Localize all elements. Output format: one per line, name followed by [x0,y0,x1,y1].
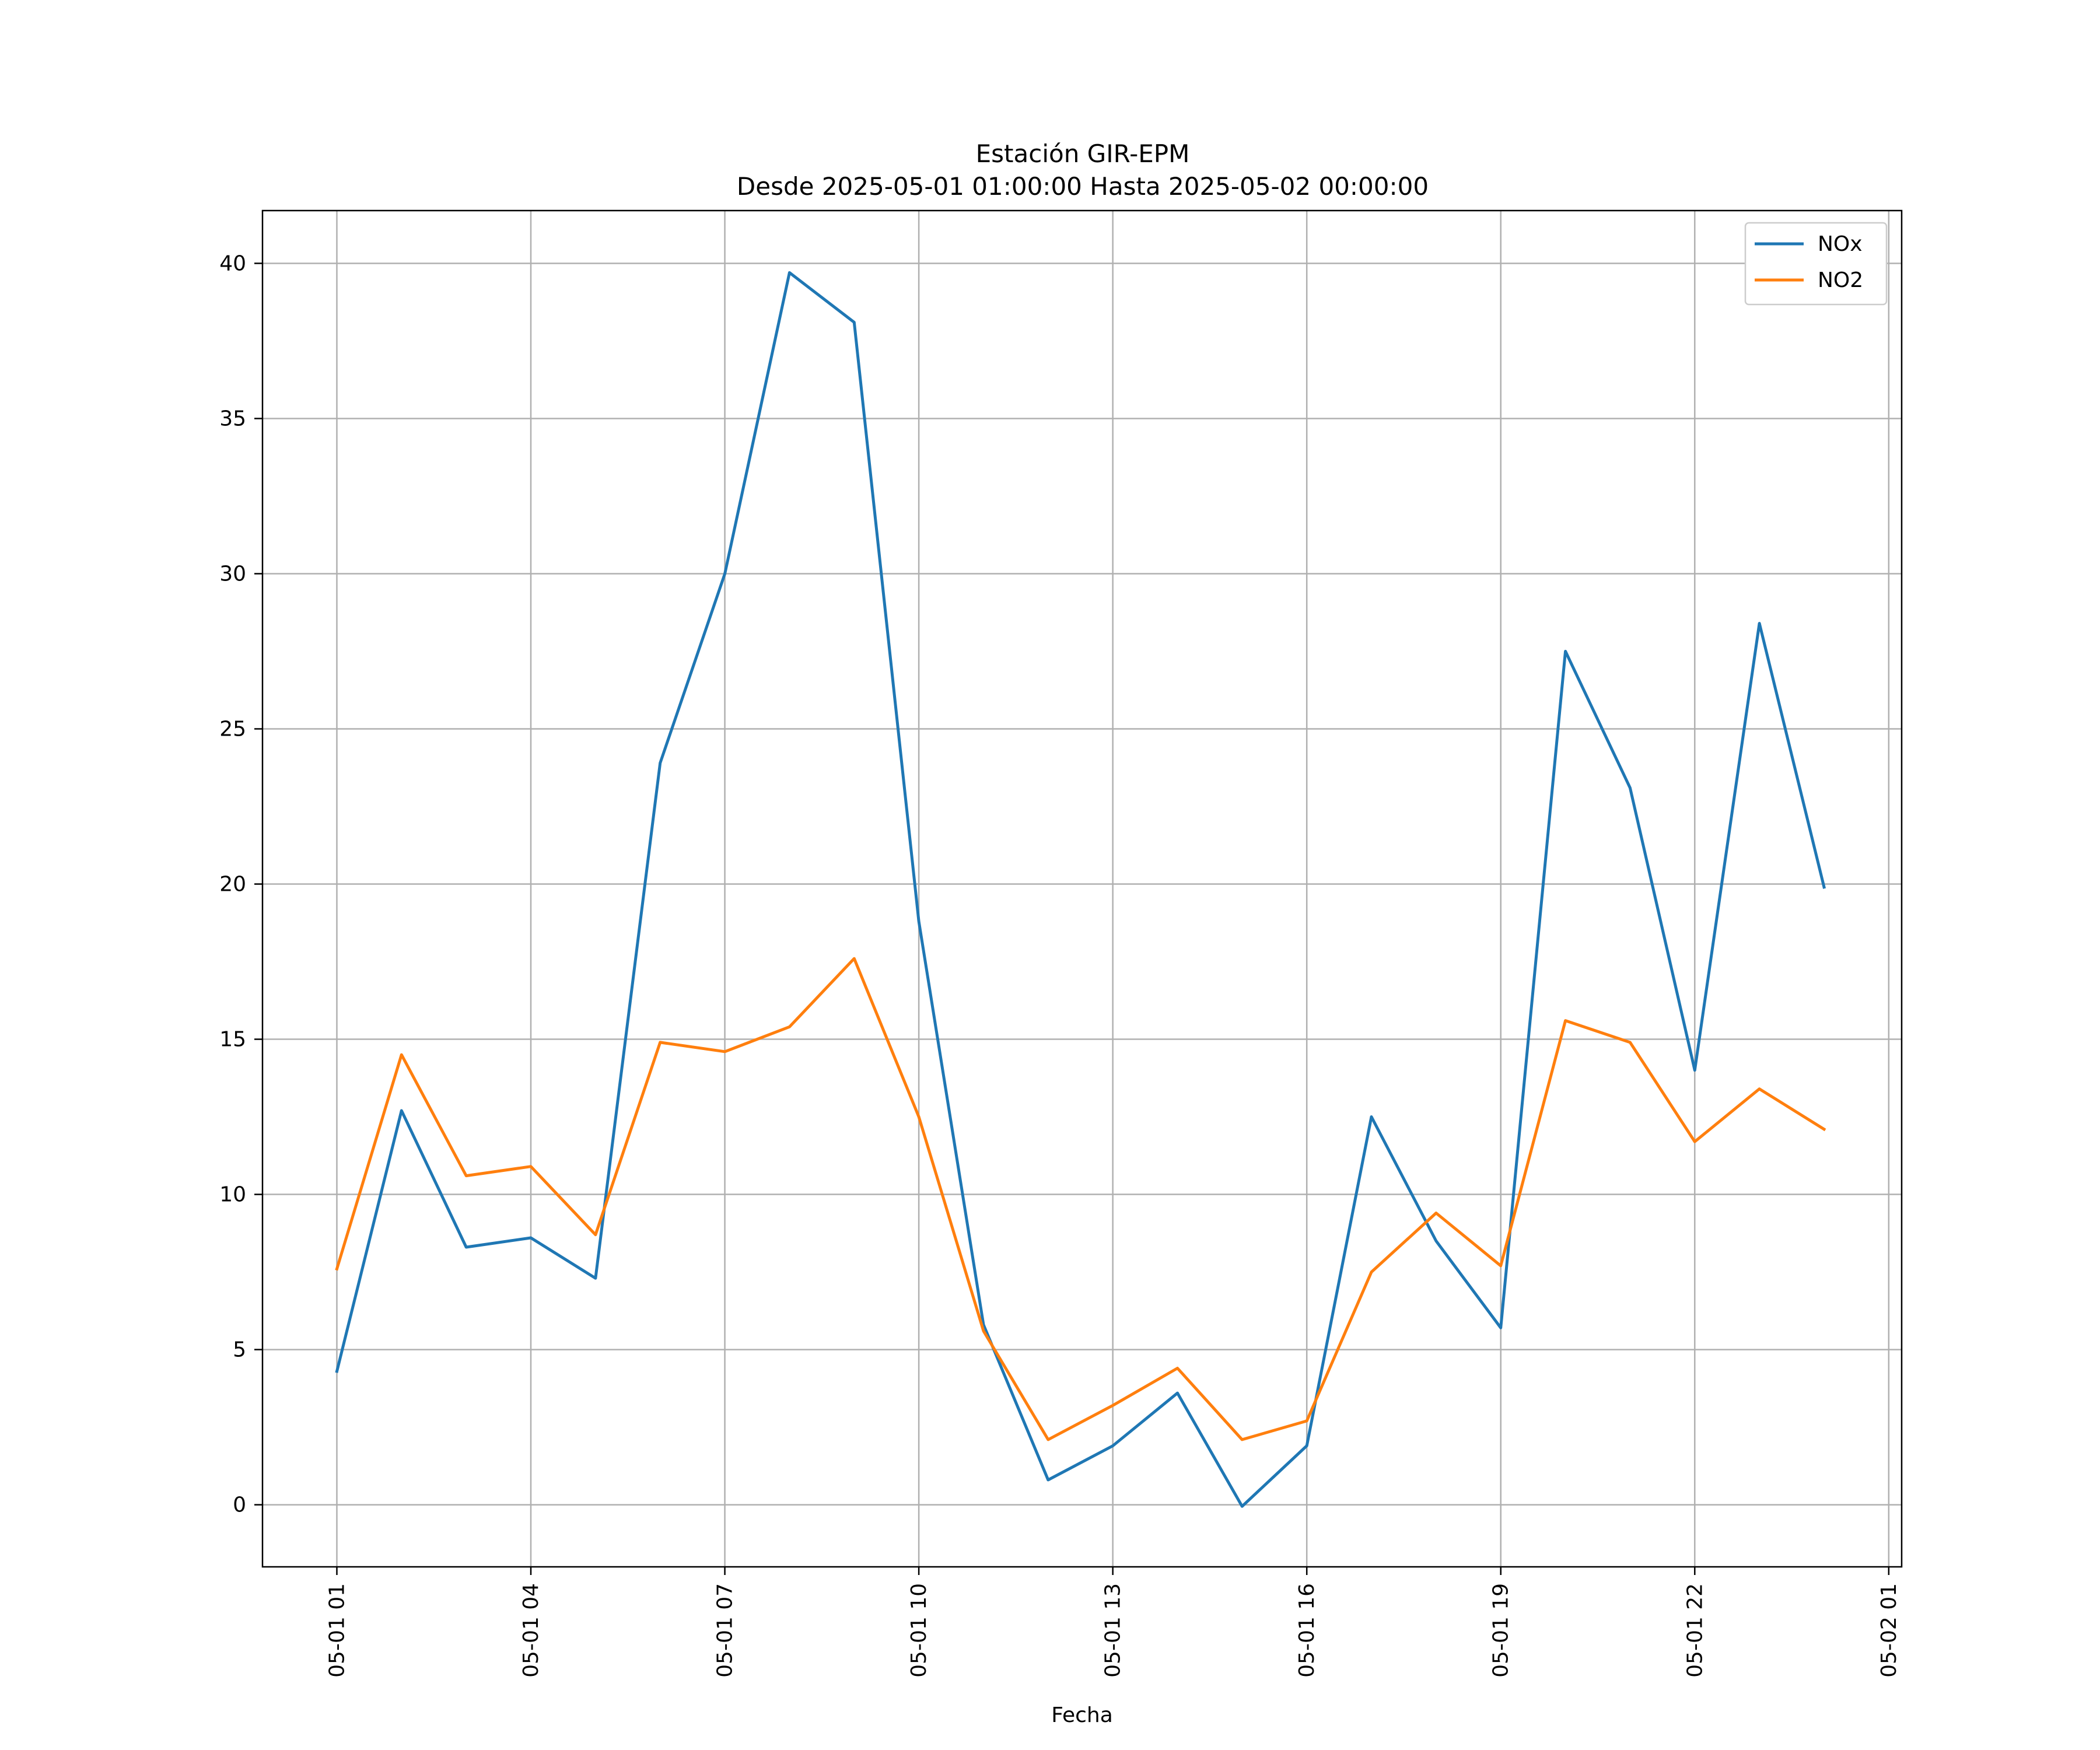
x-tick-label: 05-01 16 [1295,1583,1319,1678]
y-tick-label: 10 [219,1183,246,1207]
series-line-no2 [335,957,1826,1441]
chart-subtitle: Desde 2025-05-01 01:00:00 Hasta 2025-05-… [737,172,1429,201]
x-tick-label: 05-02 01 [1877,1583,1901,1678]
grid [262,211,1902,1567]
x-tick-label: 05-01 10 [907,1583,931,1678]
series-line-nox [335,271,1826,1508]
x-axis-label: Fecha [1051,1703,1113,1727]
chart-title: Estación GIR-EPM [976,139,1190,168]
x-tick-label: 05-01 01 [325,1583,349,1678]
y-tick-label: 30 [219,562,246,586]
y-tick-label: 35 [219,407,246,430]
plot-series [335,271,1826,1508]
y-tick-label: 25 [219,718,246,741]
x-tick-label: 05-01 19 [1489,1583,1513,1678]
x-tick-label: 05-01 07 [713,1583,737,1678]
y-tick-label: 20 [219,873,246,897]
x-tick-label: 05-01 13 [1101,1583,1125,1678]
y-tick-label: 5 [233,1338,246,1362]
y-tick-label: 40 [219,251,246,275]
legend-box [1744,222,1888,306]
x-tick-label: 05-01 04 [519,1583,543,1678]
legend: NOx NO2 [1744,222,1888,306]
axis-ticks: 05-01 01 05-01 04 05-01 07 05-01 10 05-01 13… [219,251,1901,1677]
y-tick-label: 0 [233,1493,246,1517]
y-tick-label: 15 [219,1028,246,1052]
x-tick-label: 05-01 22 [1683,1583,1707,1678]
legend-label: NO2 [1818,268,1863,292]
legend-label: NOx [1818,232,1863,256]
plot-frame [261,209,1903,1568]
